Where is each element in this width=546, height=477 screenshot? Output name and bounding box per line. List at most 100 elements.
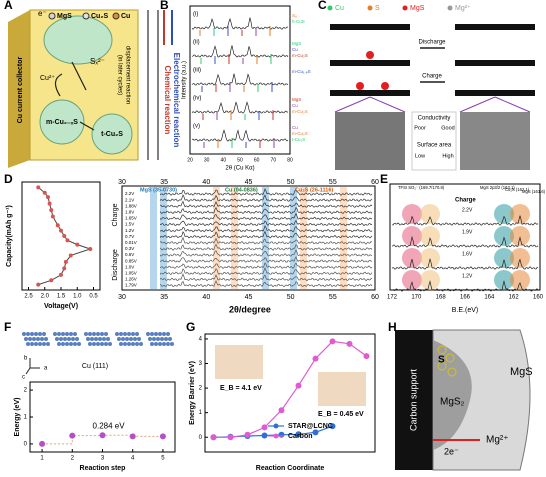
label: c — [22, 375, 25, 381]
spectrum — [159, 219, 373, 227]
x-tick-label-top: 60 — [371, 179, 379, 186]
atom — [24, 337, 28, 341]
y-tick-label: 2 — [199, 386, 203, 392]
atom — [135, 332, 139, 336]
spectrum — [391, 280, 539, 292]
legend-dot — [327, 5, 333, 11]
x-tick-label: 60 — [254, 157, 260, 163]
data-point — [63, 259, 68, 264]
atom — [139, 342, 143, 346]
atom — [42, 342, 46, 346]
atom — [44, 337, 48, 341]
label: Cu (111) — [82, 363, 108, 370]
peak-label: TFSI SO₂⁻ (169.7/170.8) — [398, 185, 445, 190]
x-axis-label: Voltage(V) — [44, 303, 78, 310]
label: Chemical reaction — [163, 66, 172, 135]
legend-text: m-Cu₁.₈S — [292, 69, 311, 74]
x-tick-label: 1.5 — [57, 294, 66, 300]
label: displacement reaction — [124, 46, 130, 104]
spectrum — [159, 194, 373, 202]
atom — [53, 332, 57, 336]
y-axis-label: Capacity(mAh g⁻¹) — [6, 205, 13, 267]
legend-text: Cu₂S — [91, 13, 108, 20]
atom — [90, 337, 94, 341]
atom — [119, 332, 123, 336]
x-tick-label: 4 — [131, 456, 135, 462]
data-point — [159, 433, 166, 440]
trace-label: (iii) — [193, 68, 201, 74]
label: Cu₂S (26-1116) — [295, 187, 333, 193]
x-tick-label: 30 — [204, 157, 210, 163]
atom — [73, 342, 77, 346]
xps-peak — [402, 270, 422, 290]
panel-label: G — [186, 320, 195, 334]
label: S — [438, 355, 445, 366]
data-point — [312, 429, 319, 436]
atom — [75, 337, 79, 341]
spectrum — [159, 236, 373, 245]
panel-label: F — [4, 320, 11, 334]
atom — [26, 332, 30, 336]
label: Intensity (a.u.) — [182, 61, 188, 99]
atom — [96, 342, 100, 346]
label: 2θ/degree — [229, 304, 271, 314]
particle-bubble — [43, 15, 113, 65]
x-tick-label: 162 — [509, 295, 520, 301]
x-tick-label: 5 — [161, 456, 165, 462]
x-tick-label-top: 40 — [202, 179, 210, 186]
xps-peak — [494, 226, 514, 246]
atom — [127, 332, 131, 336]
atom — [117, 337, 121, 341]
atom — [168, 337, 172, 341]
label: Poor — [414, 125, 426, 131]
legend-text: m-Cu₂S — [292, 53, 308, 58]
spectrum — [159, 280, 373, 288]
xps-peak — [510, 226, 530, 246]
spectrum — [391, 258, 539, 270]
data-point — [36, 185, 41, 190]
atom — [73, 332, 77, 336]
peak-label: MgS 2p3/2 (163.1) — [480, 185, 515, 190]
voltage-label: 1.9V — [462, 229, 473, 235]
y-tick-label: 1 — [24, 415, 28, 421]
atom — [61, 342, 65, 346]
voltage-label: 0.01V — [125, 240, 137, 245]
data-point — [50, 214, 55, 219]
atom — [131, 332, 135, 336]
phase-band — [290, 187, 297, 289]
reaction-arrows — [54, 61, 95, 131]
data-point — [39, 440, 46, 447]
sheet-image — [318, 372, 366, 406]
y-tick-label: 3 — [199, 361, 203, 367]
axis-glyph — [25, 358, 40, 375]
spectrum — [191, 17, 289, 30]
x-tick-label: 166 — [460, 295, 471, 301]
data-point — [261, 424, 268, 431]
label: Carbon support — [408, 368, 418, 431]
atom — [148, 337, 152, 341]
voltage-label: 0.3V — [125, 246, 134, 251]
legend-text: Cu — [292, 103, 298, 108]
atom — [98, 337, 102, 341]
data-point — [210, 434, 217, 441]
label: E_B = 4.1 eV — [220, 385, 262, 392]
label: B.E.(eV) — [452, 307, 478, 314]
data-point — [69, 432, 76, 439]
data-point — [49, 208, 54, 213]
xps-peak — [402, 204, 422, 224]
y-axis-label: Energy (eV) — [14, 398, 21, 437]
atom — [158, 342, 162, 346]
data-point — [312, 355, 319, 362]
atom — [104, 342, 108, 346]
voltage-label: 1.6V — [462, 251, 473, 257]
atom — [137, 337, 141, 341]
legend-text: t-Cu₂S — [292, 137, 305, 142]
xps-peak — [420, 270, 440, 290]
data-point — [99, 432, 106, 439]
data-point — [329, 423, 336, 430]
x-tick-label: 40 — [221, 157, 227, 163]
atom — [125, 337, 129, 341]
label: a — [44, 366, 48, 372]
plot-frame — [189, 5, 291, 155]
voltage-label: 1.2V — [125, 228, 134, 233]
